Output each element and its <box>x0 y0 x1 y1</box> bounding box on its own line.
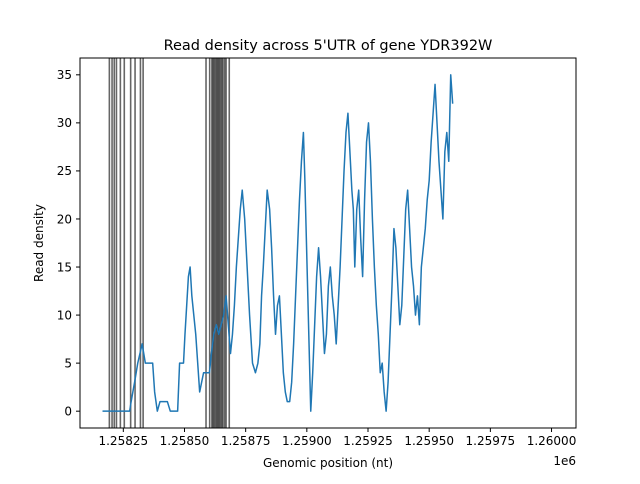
x-tick-label: 1.25900 <box>282 434 332 448</box>
x-tick-label: 1.25950 <box>404 434 454 448</box>
y-tick-label: 20 <box>57 212 72 226</box>
x-tick-label: 1.25925 <box>343 434 393 448</box>
x-axis-ticks: 1.25825 1.25850 1.25875 1.25900 1.25925 1.259… <box>98 428 576 448</box>
x-axis-offset-label: 1e6 <box>553 454 576 468</box>
series-line <box>102 74 454 412</box>
y-axis-ticks: 0 5 10 15 20 25 30 35 <box>57 68 80 418</box>
plot-area-frame <box>79 57 577 429</box>
series-layer <box>102 74 454 412</box>
chart-title: Read density across 5'UTR of gene YDR392… <box>164 38 493 54</box>
y-tick-label: 0 <box>64 404 72 418</box>
x-tick-label: 1.26000 <box>527 434 577 448</box>
y-tick-label: 35 <box>57 68 72 82</box>
y-axis-label: Read density <box>32 204 46 282</box>
y-tick-label: 30 <box>57 116 72 130</box>
vertical-marker-lines <box>108 58 231 428</box>
x-tick-label: 1.25975 <box>466 434 516 448</box>
x-axis-label: Genomic position (nt) <box>263 456 393 470</box>
y-tick-label: 25 <box>57 164 72 178</box>
y-tick-label: 15 <box>57 260 72 274</box>
y-tick-label: 5 <box>64 356 72 370</box>
y-tick-label: 10 <box>57 308 72 322</box>
x-tick-label: 1.25825 <box>98 434 148 448</box>
x-tick-label: 1.25875 <box>221 434 271 448</box>
x-tick-label: 1.25850 <box>160 434 210 448</box>
